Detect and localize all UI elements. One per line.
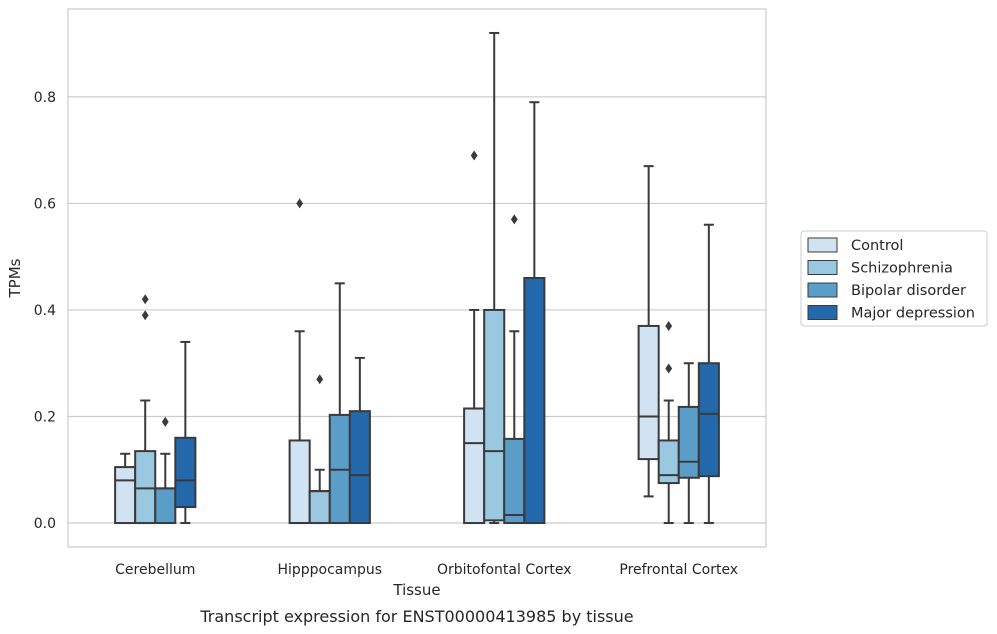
y-tick-label: 0.4: [34, 303, 56, 319]
y-tick-label: 0.8: [34, 90, 56, 106]
y-axis-label: TPMs: [6, 258, 24, 298]
box-iqr: [154, 487, 177, 525]
outlier-marker: [470, 150, 478, 161]
outlier-marker: [161, 416, 169, 427]
chart-caption: Transcript expression for ENST0000041398…: [199, 607, 633, 626]
box-major-depression: [174, 340, 197, 525]
legend-label: Control: [851, 238, 903, 254]
box-schizophrenia: [308, 374, 331, 525]
outlier-marker: [510, 214, 518, 225]
outlier-marker: [665, 320, 673, 331]
box-iqr: [174, 436, 197, 509]
box-iqr: [463, 407, 486, 525]
legend-swatch: [807, 237, 838, 253]
box-iqr: [697, 362, 720, 478]
box-iqr: [503, 437, 526, 525]
legend-label: Major depression: [851, 306, 975, 322]
box-schizophrenia: [134, 294, 157, 525]
box-control: [637, 165, 660, 498]
legend-swatch: [807, 282, 838, 298]
boxes-layer: [114, 31, 720, 525]
legend-frame: [800, 230, 988, 327]
legend-label: Schizophrenia: [851, 261, 953, 277]
box-bipolar-disorder: [328, 282, 351, 525]
x-tick-label: Prefrontal Cortex: [619, 562, 738, 578]
outlier-marker: [296, 198, 304, 209]
x-tick-label: Orbitofontal Cortex: [437, 562, 572, 578]
legend-swatch: [807, 260, 838, 275]
box-iqr: [483, 308, 506, 522]
box-iqr: [523, 277, 546, 525]
y-tick-label: 0.6: [34, 196, 56, 212]
box-iqr: [677, 405, 700, 479]
box-iqr: [308, 490, 331, 525]
box-iqr: [348, 410, 371, 525]
box-iqr: [657, 439, 680, 485]
x-tick-label: Cerebellum: [115, 562, 195, 578]
box-control: [288, 198, 311, 525]
legend: Control Schizophrenia Bipolar disorder Majo…: [800, 230, 988, 327]
y-tick-labels: 0.0 0.2 0.4 0.6 0.8: [34, 90, 56, 532]
box-schizophrenia: [483, 31, 506, 525]
y-tick-label: 0.0: [34, 516, 56, 532]
box-major-depression: [697, 223, 720, 525]
legend-label: Bipolar disorder: [851, 283, 966, 299]
y-tick-label: 0.2: [34, 409, 56, 425]
legend-swatch: [807, 305, 838, 320]
box-iqr: [288, 439, 311, 525]
box-major-depression: [348, 356, 371, 525]
x-axis-label: Tissue: [392, 581, 440, 599]
outlier-marker: [316, 374, 324, 385]
x-tick-labels: Cerebellum Hipppocampus Orbitofontal Corte…: [115, 562, 738, 578]
box-iqr: [114, 466, 137, 525]
box-iqr: [637, 324, 660, 461]
box-major-depression: [523, 101, 546, 525]
box-bipolar-disorder: [677, 362, 700, 525]
box-iqr: [134, 450, 157, 525]
outlier-marker: [141, 310, 149, 321]
x-tick-label: Hipppocampus: [277, 562, 382, 578]
outlier-marker: [665, 363, 673, 374]
outlier-marker: [141, 294, 149, 305]
box-schizophrenia: [657, 320, 680, 525]
